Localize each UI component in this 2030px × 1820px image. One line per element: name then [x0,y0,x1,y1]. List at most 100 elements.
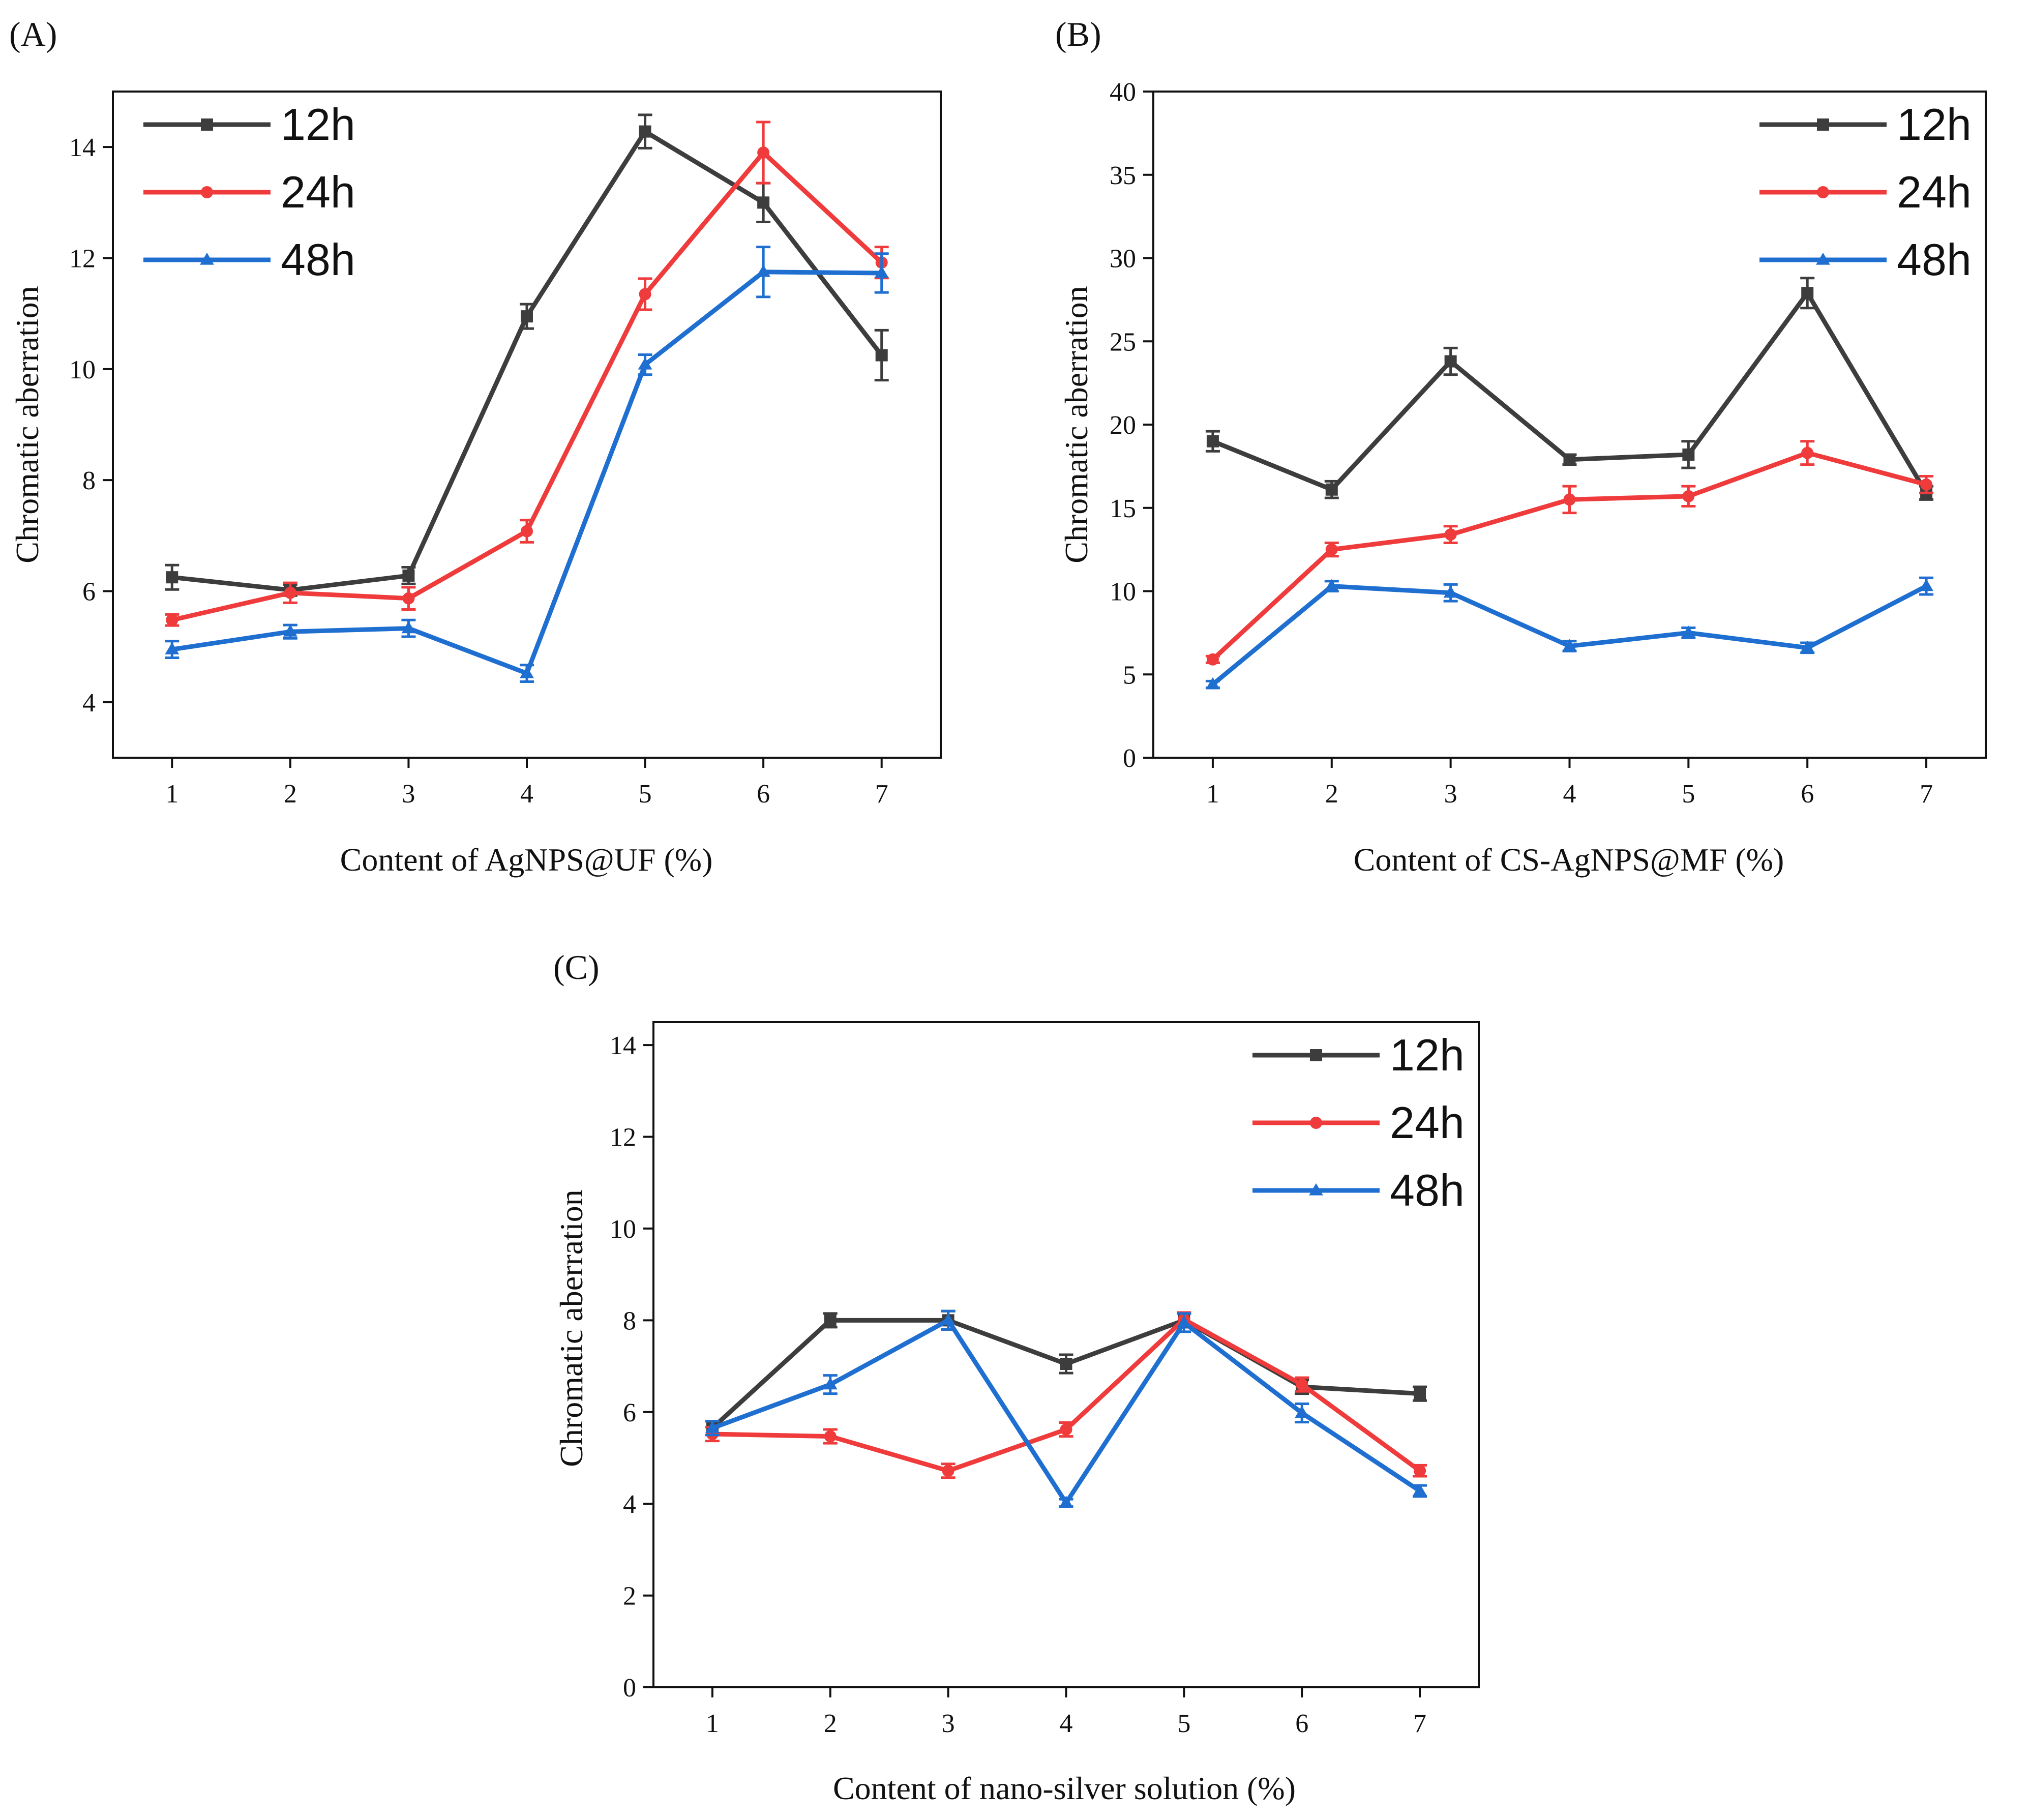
x-tick-label-b: 7 [1920,780,1933,809]
data-point-12h-a [166,571,178,584]
legend-marker-12h-b [1817,118,1829,131]
legend-item-12h-b: 12h [1759,99,1972,150]
legend-marker-24h-b [1817,186,1829,198]
x-tick-label-a: 2 [284,780,297,809]
data-point-12h-a [639,125,651,138]
data-point-24h-c [1060,1423,1072,1436]
x-tick-label-c: 2 [824,1709,837,1738]
series-48h-b [1205,576,1934,690]
data-point-24h-c [1414,1465,1426,1477]
y-tick-label-c: 14 [610,1031,636,1060]
chart-panel-a: (A) Content of AgNPS@UF (%) Chromatic ab… [9,15,942,878]
data-point-48h-c [705,1421,720,1433]
data-point-12h-b [1563,453,1576,466]
data-point-12h-a [521,310,533,323]
y-tick-label-b: 15 [1110,494,1136,523]
legend-label-24h-a: 24h [281,167,355,217]
series-48h-a [165,246,889,683]
legend-item-48h-b: 48h [1759,234,1972,285]
legend-label-12h-c: 12h [1390,1030,1465,1080]
data-point-48h-c [823,1377,838,1390]
y-tick-label-a: 8 [82,466,96,495]
legend-marker-12h-a [201,118,213,131]
data-point-24h-b [1920,478,1933,491]
data-point-24h-b [1682,490,1695,502]
series-48h-c [705,1309,1427,1508]
data-point-48h-c [1413,1483,1427,1496]
x-tick-label-c: 4 [1060,1709,1073,1738]
y-tick-label-c: 6 [623,1398,636,1427]
y-axis-title-b: Chromatic aberration [1058,286,1094,563]
x-tick-label-b: 5 [1682,780,1695,809]
data-point-12h-b [1206,435,1219,447]
data-point-48h-a [165,642,180,654]
x-tick-label-b: 1 [1206,780,1219,809]
legend-marker-24h-a [201,186,213,198]
y-tick-label-b: 0 [1123,744,1136,773]
y-axis-title-c: Chromatic aberration [553,1189,589,1467]
legend-label-48h-b: 48h [1897,234,1972,285]
legend-marker-48h-c [1309,1183,1323,1196]
legend-a: 12h 24h 48h [143,99,355,285]
x-tick-label-c: 3 [942,1709,955,1738]
chart-panel-b: (B) Content of CS-AgNPS@MF (%) Chromatic… [1055,15,1987,878]
data-point-24h-b [1563,493,1576,506]
data-point-48h-a [874,265,889,278]
legend-label-12h-a: 12h [281,99,355,150]
y-tick-label-c: 8 [623,1306,636,1335]
x-axis-title-a: Content of AgNPS@UF (%) [340,842,713,878]
data-point-24h-a [284,586,296,599]
x-tick-label-a: 7 [875,780,888,809]
legend-item-24h-b: 24h [1759,167,1972,217]
x-axis-title-b: Content of CS-AgNPS@MF (%) [1354,842,1784,878]
x-tick-label-a: 3 [402,780,415,809]
y-tick-label-a: 14 [69,133,96,162]
y-tick-label-a: 12 [69,245,96,274]
y-tick-label-a: 6 [82,578,96,607]
x-tick-label-c: 7 [1413,1709,1426,1738]
legend-label-12h-b: 12h [1897,99,1972,150]
y-tick-label-b: 40 [1110,78,1136,107]
x-tick-label-b: 6 [1801,780,1814,809]
legend-label-48h-a: 48h [281,234,355,285]
x-tick-label-a: 1 [165,780,178,809]
y-tick-label-c: 10 [610,1215,636,1244]
data-point-12h-a [875,349,888,362]
legend-item-24h-a: 24h [143,167,355,217]
y-axis-title-a: Chromatic aberration [9,286,45,563]
data-point-24h-b [1444,528,1457,541]
data-point-24h-c [824,1430,837,1443]
data-point-48h-b [1562,639,1577,651]
legend-marker-24h-c [1310,1117,1322,1129]
legend-label-48h-c: 48h [1390,1165,1465,1215]
data-point-12h-a [757,196,770,209]
panel-label-c: (C) [553,948,600,987]
data-point-48h-b [1800,640,1815,653]
data-point-48h-a [520,666,534,678]
data-point-48h-a [401,621,416,634]
panel-label-a: (A) [9,15,57,53]
legend-item-48h-c: 48h [1252,1165,1465,1215]
y-tick-label-b: 25 [1110,327,1136,356]
data-point-48h-a [283,624,297,637]
data-point-24h-b [1206,653,1219,666]
data-point-24h-a [757,146,770,159]
legend-b: 12h 24h 48h [1759,99,1972,285]
data-point-48h-b [1681,625,1696,638]
y-tick-label-b: 10 [1110,578,1136,607]
data-point-48h-c [1295,1406,1309,1418]
y-tick-label-c: 2 [623,1582,636,1611]
legend-c: 12h 24h 48h [1252,1030,1465,1215]
data-point-12h-c [1060,1358,1072,1370]
y-tick-label-b: 20 [1110,411,1136,440]
x-tick-label-c: 5 [1177,1709,1190,1738]
x-tick-label-a: 4 [520,780,533,809]
y-tick-label-c: 4 [623,1490,636,1519]
x-tick-label-b: 3 [1444,780,1457,809]
series-24h-b [1205,440,1934,666]
y-tick-label-c: 0 [623,1674,636,1703]
data-point-12h-b [1444,355,1457,368]
data-point-48h-a [638,357,652,370]
data-point-48h-c [1059,1496,1073,1508]
data-point-24h-b [1325,543,1338,556]
